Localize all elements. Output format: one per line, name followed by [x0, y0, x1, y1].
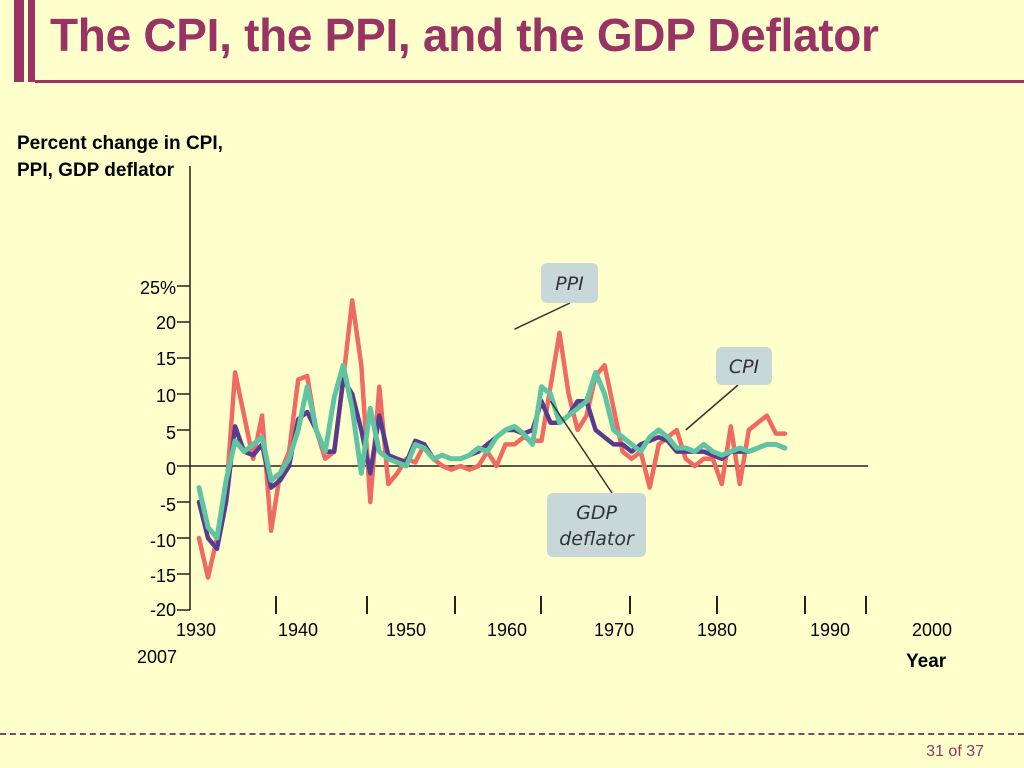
y-tick-label: 20 [155, 313, 176, 333]
series-line-ppi [196, 298, 788, 580]
x-tick-label: 1940 [278, 620, 319, 640]
cpi-callout-text: CPI [729, 356, 760, 378]
footer-divider [0, 733, 1024, 735]
y-tick-label: 5 [165, 423, 176, 443]
gdp-deflator-callout-box [547, 493, 646, 557]
gdp-deflator-callout-text: GDP [576, 502, 617, 524]
y-tick-label: -10 [149, 531, 176, 551]
cpi-callout-box [716, 347, 772, 385]
ppi-callout-leader [514, 302, 571, 330]
x-tick-label: 1990 [810, 620, 851, 640]
y-tick-label: -20 [149, 600, 176, 620]
y-tick-label: 10 [155, 386, 176, 406]
y-axis-label: Percent change in CPI, PPI, GDP deflator [17, 133, 223, 181]
gdp-deflator-callout-text-2: deflator [559, 528, 635, 550]
title-underline [35, 80, 1024, 83]
x-tick-label: 1960 [487, 620, 528, 640]
y-tick-label: 0 [165, 459, 176, 479]
x-tick-label: 1930 [176, 620, 217, 640]
x-tick-label: 1950 [386, 620, 427, 640]
y-tick-label: 25% [139, 278, 176, 298]
slide-title: The CPI, the PPI, and the GDP Deflator [50, 9, 879, 61]
cpi-callout-leader [685, 384, 739, 431]
x-tick-label: 2000 [912, 620, 953, 640]
ppi-callout-box [541, 263, 598, 303]
x-axis-label: Year [906, 651, 947, 672]
x-tick-sub-label: 2007 [137, 647, 178, 667]
y-tick-label: 15 [155, 349, 176, 369]
gdp-deflator-callout-leader [549, 400, 613, 494]
title-accent-stripe [24, 0, 28, 82]
page-number: 31 of 37 [926, 743, 984, 760]
x-tick-label: 1980 [697, 620, 738, 640]
y-tick-label: -15 [149, 566, 176, 586]
series-line-gdp-deflator [196, 362, 788, 541]
y-tick-label: -5 [159, 495, 176, 515]
x-tick-label: 1970 [594, 620, 635, 640]
ppi-callout-text: PPI [555, 273, 584, 295]
